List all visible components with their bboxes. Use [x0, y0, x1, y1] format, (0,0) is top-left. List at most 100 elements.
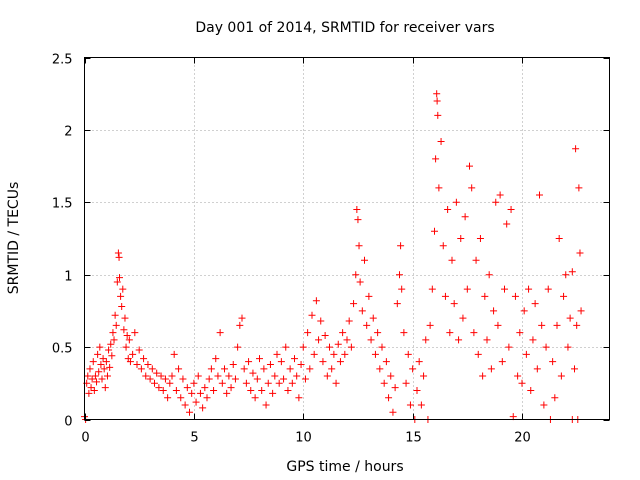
- x-tick-label: 15: [405, 431, 422, 446]
- data-point: [529, 336, 537, 344]
- data-point: [144, 360, 152, 368]
- data-point: [172, 387, 180, 395]
- data-point: [218, 379, 226, 387]
- data-point: [321, 332, 329, 340]
- data-point: [441, 292, 449, 300]
- data-point: [503, 220, 511, 228]
- y-tick-label: 0: [64, 415, 72, 430]
- data-point: [434, 111, 442, 119]
- data-point: [485, 271, 493, 279]
- data-point: [99, 355, 107, 363]
- data-point: [291, 355, 298, 363]
- data-point: [396, 271, 403, 279]
- data-point: [110, 336, 118, 344]
- data-point: [479, 372, 487, 380]
- data-point: [317, 317, 325, 325]
- data-point: [404, 350, 412, 358]
- grid-lines: [84, 57, 610, 420]
- data-point: [194, 372, 202, 380]
- data-point: [538, 321, 546, 329]
- data-point: [190, 379, 198, 387]
- data-point: [389, 408, 397, 416]
- data-point: [382, 358, 390, 366]
- data-point: [118, 303, 126, 311]
- data-point: [236, 321, 244, 329]
- data-point: [560, 292, 568, 300]
- data-point: [428, 285, 436, 293]
- data-point: [109, 329, 117, 337]
- data-point: [131, 329, 139, 337]
- data-point: [544, 285, 552, 293]
- data-point: [400, 329, 408, 337]
- data-point: [507, 206, 515, 214]
- data-point: [108, 352, 116, 360]
- data-point: [487, 365, 495, 373]
- data-point: [345, 317, 353, 325]
- y-axis-label: SRMTID / TECUs: [6, 182, 22, 295]
- data-point: [242, 379, 250, 387]
- data-point: [282, 343, 290, 351]
- data-point: [393, 300, 401, 308]
- data-point: [577, 307, 585, 315]
- data-point: [231, 375, 239, 383]
- data-point: [540, 401, 548, 409]
- data-point: [271, 372, 279, 380]
- data-point: [439, 242, 447, 250]
- data-point: [431, 227, 438, 235]
- data-point: [293, 372, 301, 380]
- data-point: [135, 346, 143, 354]
- data-point: [369, 314, 377, 322]
- data-point: [498, 358, 506, 366]
- data-point: [387, 372, 395, 380]
- data-point: [210, 387, 218, 395]
- data-point: [148, 365, 156, 373]
- data-point: [155, 384, 163, 392]
- data-point: [562, 271, 570, 279]
- data-point: [437, 137, 445, 145]
- data-point: [571, 365, 578, 373]
- data-point: [199, 404, 207, 412]
- data-point: [258, 387, 266, 395]
- data-point: [336, 358, 344, 366]
- data-point: [306, 365, 314, 373]
- data-point: [183, 384, 191, 392]
- data-point: [196, 389, 204, 397]
- y-tick-label: 2: [64, 125, 72, 140]
- data-point: [415, 358, 423, 366]
- data-point: [516, 329, 524, 337]
- data-point: [525, 285, 533, 293]
- data-point: [466, 162, 473, 170]
- data-point: [433, 97, 441, 105]
- data-point: [355, 242, 363, 250]
- data-point: [269, 389, 277, 397]
- data-point: [113, 278, 121, 286]
- data-point: [536, 191, 543, 199]
- data-point: [549, 358, 557, 366]
- data-point: [129, 350, 137, 358]
- data-point: [107, 340, 115, 348]
- data-point: [115, 253, 123, 261]
- x-tick-label: 20: [514, 431, 531, 446]
- data-point: [476, 235, 484, 242]
- data-point: [186, 408, 193, 416]
- y-tick-label: 2.5: [52, 53, 73, 68]
- data-point: [216, 329, 224, 337]
- data-point: [166, 379, 174, 387]
- data-point: [531, 300, 539, 308]
- y-tick-labels: 0 0.5 1 1.5 2 2.5: [52, 53, 73, 430]
- data-point: [470, 329, 478, 337]
- data-point: [371, 350, 379, 358]
- data-point: [551, 394, 559, 402]
- data-point: [91, 372, 99, 380]
- data-point: [227, 384, 235, 392]
- data-point: [413, 387, 421, 395]
- data-point: [496, 191, 504, 199]
- data-point: [288, 379, 296, 387]
- data-point: [422, 336, 430, 344]
- data-point: [356, 278, 364, 286]
- data-point: [310, 350, 318, 358]
- data-point: [102, 358, 110, 366]
- data-point: [315, 336, 323, 344]
- data-point: [164, 394, 172, 402]
